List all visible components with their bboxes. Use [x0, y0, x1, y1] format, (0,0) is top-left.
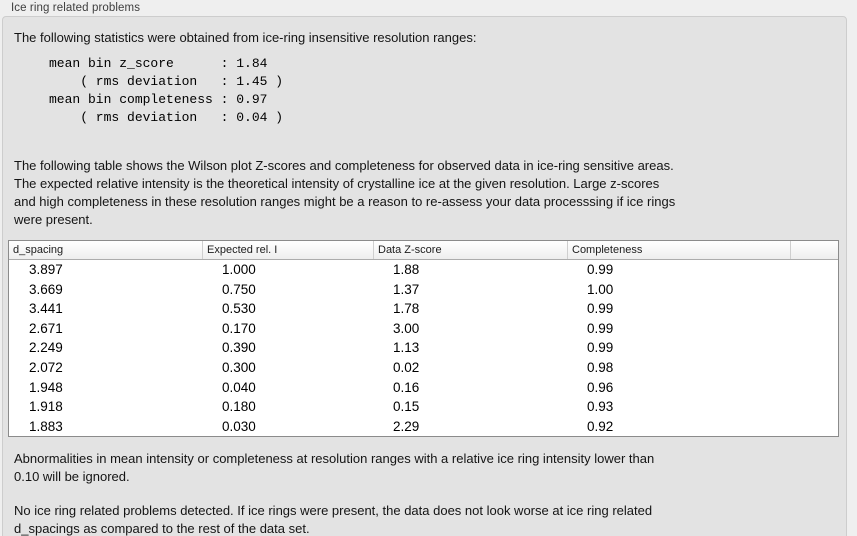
table-row[interactable]: 2.671 0.170 3.00 0.99	[9, 318, 838, 339]
cell-empty	[790, 260, 838, 280]
table-description: The following table shows the Wilson plo…	[14, 157, 846, 229]
column-header-completeness[interactable]: Completeness	[567, 241, 790, 259]
cell-empty	[790, 319, 838, 339]
cell-expected-rel-i: 0.030	[222, 418, 256, 434]
intro-text: The following statistics were obtained f…	[14, 30, 477, 45]
cell-completeness: 1.00	[587, 281, 614, 297]
cell-expected-rel-i: 0.530	[222, 301, 256, 317]
cell-empty	[790, 280, 838, 300]
cell-expected-rel-i: 0.170	[222, 320, 256, 336]
table-row[interactable]: 2.249 0.390 1.13 0.99	[9, 338, 838, 358]
cell-d-spacing: 1.883	[29, 418, 63, 434]
cell-completeness: 0.98	[587, 359, 614, 375]
cell-completeness: 0.99	[587, 340, 614, 356]
cell-d-spacing: 3.441	[29, 301, 63, 317]
table-description-line: and high completeness in these resolutio…	[14, 194, 676, 209]
table-row[interactable]: 1.948 0.040 0.16 0.96	[9, 377, 838, 398]
cell-d-spacing: 1.948	[29, 379, 63, 395]
cell-d-spacing: 2.072	[29, 359, 63, 375]
cell-empty	[790, 417, 838, 437]
cell-d-spacing: 2.249	[29, 340, 63, 356]
cell-expected-rel-i: 0.750	[222, 281, 256, 297]
column-header-expected-rel-i[interactable]: Expected rel. I	[202, 241, 373, 259]
ignore-note: Abnormalities in mean intensity or compl…	[14, 450, 846, 486]
table-row[interactable]: 1.883 0.030 2.29 0.92	[9, 416, 838, 437]
table-row[interactable]: 3.441 0.530 1.78 0.99	[9, 299, 838, 319]
cell-d-spacing: 3.897	[29, 262, 63, 277]
conclusion-note-line: d_spacings as compared to the rest of th…	[14, 521, 310, 536]
column-header-d-spacing[interactable]: d_spacing	[13, 244, 64, 256]
table-description-line: The expected relative intensity is the t…	[14, 176, 660, 191]
cell-expected-rel-i: 0.300	[222, 359, 256, 375]
cell-empty	[790, 358, 838, 378]
cell-data-z-score: 0.15	[393, 399, 420, 415]
cell-completeness: 0.93	[587, 399, 614, 415]
table-description-line: The following table shows the Wilson plo…	[14, 158, 674, 173]
table-description-line: were present.	[14, 212, 93, 227]
cell-data-z-score: 0.16	[393, 379, 420, 395]
table-row[interactable]: 1.918 0.180 0.15 0.93	[9, 397, 838, 417]
table-row[interactable]: 3.897 1.000 1.88 0.99	[9, 260, 838, 280]
cell-expected-rel-i: 0.040	[222, 379, 256, 395]
column-header-data-z-score[interactable]: Data Z-score	[373, 241, 567, 259]
cell-completeness: 0.99	[587, 262, 614, 277]
cell-completeness: 0.99	[587, 320, 614, 336]
ignore-note-line: 0.10 will be ignored.	[14, 469, 130, 485]
cell-empty	[790, 378, 838, 398]
cell-expected-rel-i: 0.390	[222, 340, 256, 356]
cell-completeness: 0.92	[587, 418, 614, 434]
ice-ring-groupbox: The following statistics were obtained f…	[2, 16, 847, 536]
cell-completeness: 0.99	[587, 301, 614, 317]
cell-empty	[790, 299, 838, 319]
stat-completeness-rms-deviation: ( rms deviation : 0.04 )	[49, 110, 284, 125]
cell-empty	[790, 338, 838, 358]
conclusion-note-line: No ice ring related problems detected. I…	[14, 503, 653, 519]
cell-data-z-score: 3.00	[393, 320, 420, 336]
cell-data-z-score: 1.78	[393, 301, 420, 317]
stats-block: mean bin z_score : 1.84 ( rms deviation …	[49, 55, 846, 127]
cell-data-z-score: 1.88	[393, 262, 420, 277]
cell-expected-rel-i: 0.180	[222, 399, 256, 415]
cell-data-z-score: 2.29	[393, 418, 420, 434]
ignore-note-line: Abnormalities in mean intensity or compl…	[14, 451, 655, 467]
table-row[interactable]: 3.669 0.750 1.37 1.00	[9, 279, 838, 300]
cell-expected-rel-i: 1.000	[222, 262, 256, 277]
cell-data-z-score: 1.13	[393, 340, 420, 356]
table-header-row: d_spacing Expected rel. I Data Z-score C…	[9, 241, 838, 260]
cell-d-spacing: 3.669	[29, 281, 63, 297]
stat-mean-bin-z-score: mean bin z_score : 1.84	[49, 56, 268, 71]
cell-data-z-score: 1.37	[393, 281, 420, 297]
cell-completeness: 0.96	[587, 379, 614, 395]
conclusion-note: No ice ring related problems detected. I…	[14, 502, 846, 536]
cell-data-z-score: 0.02	[393, 359, 420, 375]
column-header-empty	[790, 241, 838, 259]
cell-empty	[790, 397, 838, 417]
stat-z-score-rms-deviation: ( rms deviation : 1.45 )	[49, 74, 284, 89]
cell-d-spacing: 2.671	[29, 320, 63, 336]
cell-d-spacing: 1.918	[29, 399, 63, 415]
table-row[interactable]: 2.072 0.300 0.02 0.98	[9, 357, 838, 378]
stat-mean-bin-completeness: mean bin completeness : 0.97	[49, 92, 268, 107]
groupbox-title: Ice ring related problems	[11, 2, 141, 14]
ice-ring-table: d_spacing Expected rel. I Data Z-score C…	[8, 240, 839, 438]
